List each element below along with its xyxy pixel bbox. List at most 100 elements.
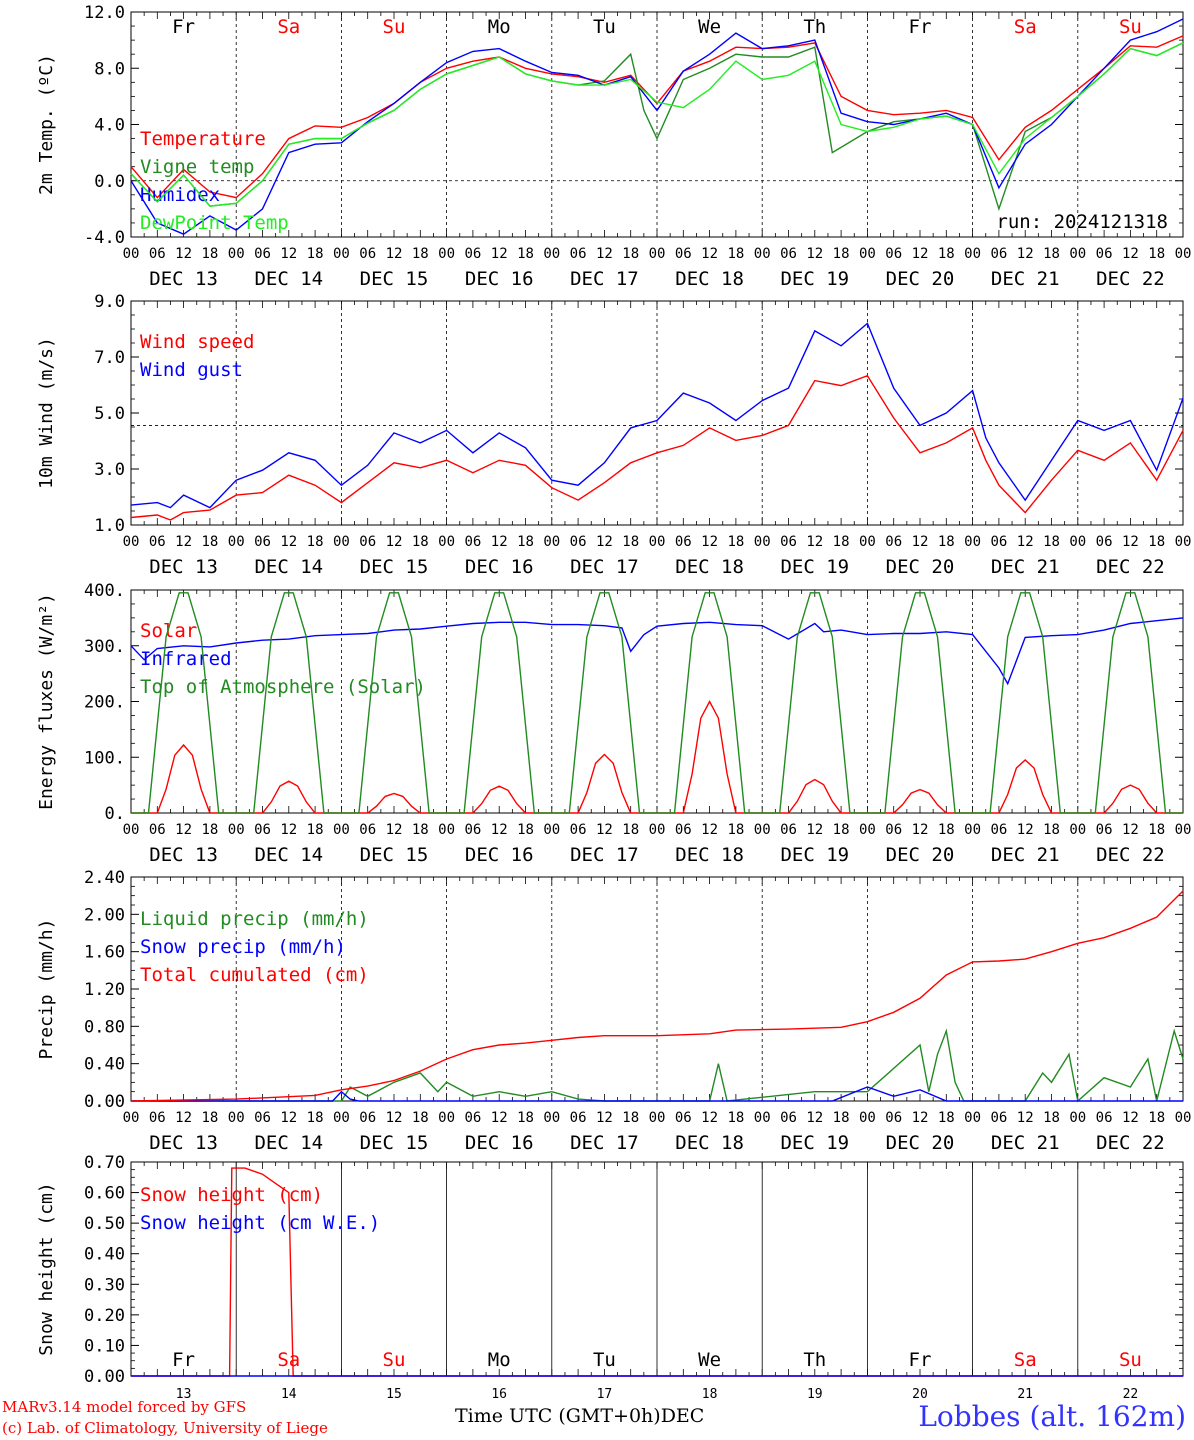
x-date-label: DEC 13 [149, 844, 218, 866]
day-name-label: Fr [172, 16, 195, 38]
x-hour-label: 00 [964, 246, 981, 262]
x-hour-label: 00 [543, 822, 560, 838]
x-hour-label: 00 [438, 534, 455, 550]
series-line-3-3 [131, 592, 1183, 814]
x-hour-label: 12 [1017, 534, 1034, 550]
day-name-label: Sa [1014, 1349, 1037, 1371]
x-date-label: DEC 16 [465, 268, 534, 290]
panel-1: 12.0 8.0 4.0 0.0 -4.0 2m Temp. (ºC) 00 06 12 18 00… [36, 3, 1191, 290]
x-hour-label: 18 [833, 1110, 850, 1126]
x-hour-label: 12 [491, 1110, 508, 1126]
x-hour-label: 18 [938, 1110, 955, 1126]
x-hour-label: 06 [675, 822, 692, 838]
x-axis-title: Time UTC (GMT+0h)DEC [455, 1405, 704, 1427]
x-date-label: DEC 13 [149, 1132, 218, 1154]
plot-frame [130, 589, 1184, 814]
x-date-label: DEC 22 [1096, 268, 1165, 290]
y-tick-label: 0.80 [84, 1017, 125, 1037]
x-date-label: DEC 18 [675, 1132, 744, 1154]
x-hour-label: 12 [386, 246, 403, 262]
x-hour-label: 12 [596, 534, 613, 550]
x-hour-label: 00 [1069, 1110, 1086, 1126]
x-date-label: DEC 18 [675, 268, 744, 290]
x-hour-label: 18 [1043, 822, 1060, 838]
x-date-label: DEC 18 [675, 844, 744, 866]
x-hour-label: 12 [806, 1110, 823, 1126]
x-hour-label: 06 [359, 822, 376, 838]
day-name-label: Mo [488, 1349, 511, 1371]
y-tick-label: 0.60 [84, 1184, 125, 1204]
x-hour-label: 12 [701, 534, 718, 550]
x-hour-label: 00 [543, 534, 560, 550]
x-hour-label: 06 [464, 822, 481, 838]
x-hour-label: 18 [622, 246, 639, 262]
x-hour-label: 12 [701, 1110, 718, 1126]
x-hour-label: 12 [1017, 822, 1034, 838]
x-hour-label: 06 [990, 534, 1007, 550]
series-line-4-3 [130, 890, 1184, 1102]
x-hour-label: 18 [833, 246, 850, 262]
day-name-label: Fr [172, 1349, 195, 1371]
x-date-label: DEC 20 [886, 268, 955, 290]
x-hour-label: 12 [912, 1110, 929, 1126]
x-hour-label: 06 [570, 1110, 587, 1126]
x-hour-label: 12 [701, 822, 718, 838]
x-hour-label: 00 [754, 1110, 771, 1126]
x-hour-label: 06 [464, 246, 481, 262]
x-hour-label: 06 [675, 246, 692, 262]
x-date-label: DEC 15 [360, 556, 429, 578]
x-hour-label: 06 [780, 246, 797, 262]
day-name-label: Mo [488, 16, 511, 38]
x-hour-label: 00 [754, 822, 771, 838]
series-line-2-2 [130, 322, 1184, 509]
x-hour-label: 18 [517, 1110, 534, 1126]
x-date-label: DEC 13 [149, 268, 218, 290]
day-name-label: Tu [593, 16, 616, 38]
x-date-label: DEC 22 [1096, 1132, 1165, 1154]
x-date-label: DEC 22 [1096, 844, 1165, 866]
x-hour-label: 00 [228, 822, 245, 838]
x-date-label: DEC 20 [886, 844, 955, 866]
x-hour-label: 06 [990, 246, 1007, 262]
x-hour-label: 00 [1175, 534, 1192, 550]
y-tick-label: 1.60 [84, 943, 125, 963]
legend-entry: Liquid precip (mm/h) [140, 908, 369, 930]
x-hour-label: 06 [359, 1110, 376, 1126]
x-hour-label: 00 [1069, 822, 1086, 838]
series-line-5-1 [131, 1167, 1183, 1377]
x-hour-label: 06 [359, 534, 376, 550]
x-date-label: DEC 20 [886, 1132, 955, 1154]
x-hour-label: 12 [596, 822, 613, 838]
x-hour-label: 06 [359, 246, 376, 262]
x-hour-label: 18 [1148, 822, 1165, 838]
y-tick-label: 0.10 [84, 1336, 125, 1356]
x-hour-label: 00 [228, 246, 245, 262]
x-hour-label: 06 [149, 534, 166, 550]
x-hour-label: 06 [885, 534, 902, 550]
x-hour-label: 12 [912, 246, 929, 262]
x-hour-label: 00 [859, 246, 876, 262]
x-hour-label: 18 [412, 822, 429, 838]
day-name-label: Su [1119, 16, 1142, 38]
x-hour-label: 18 [938, 246, 955, 262]
x-hour-label: 12 [596, 246, 613, 262]
x-hour-label: 18 [1043, 1110, 1060, 1126]
x-hour-label: 12 [806, 822, 823, 838]
x-date-label: DEC 19 [780, 268, 849, 290]
x-hour-label: 12 [1122, 1110, 1139, 1126]
lab-credit: (c) Lab. of Climatology, University of L… [2, 1419, 328, 1437]
x-hour-label: 06 [254, 822, 271, 838]
y-tick-label: 0.20 [84, 1306, 125, 1326]
x-hour-label: 18 [727, 1110, 744, 1126]
y-tick-label: 0. [105, 804, 125, 824]
x-axis-month: DEC [660, 1405, 705, 1427]
x-hour-label: 00 [123, 1110, 140, 1126]
y-tick-label: 2.00 [84, 905, 125, 925]
day-name-label: Sa [277, 1349, 300, 1371]
y-tick-label: -4.0 [84, 228, 125, 248]
legend-entry: Solar [140, 620, 197, 642]
plot-frame [130, 300, 1184, 526]
x-hour-label: 06 [570, 246, 587, 262]
x-hour-label: 06 [990, 1110, 1007, 1126]
